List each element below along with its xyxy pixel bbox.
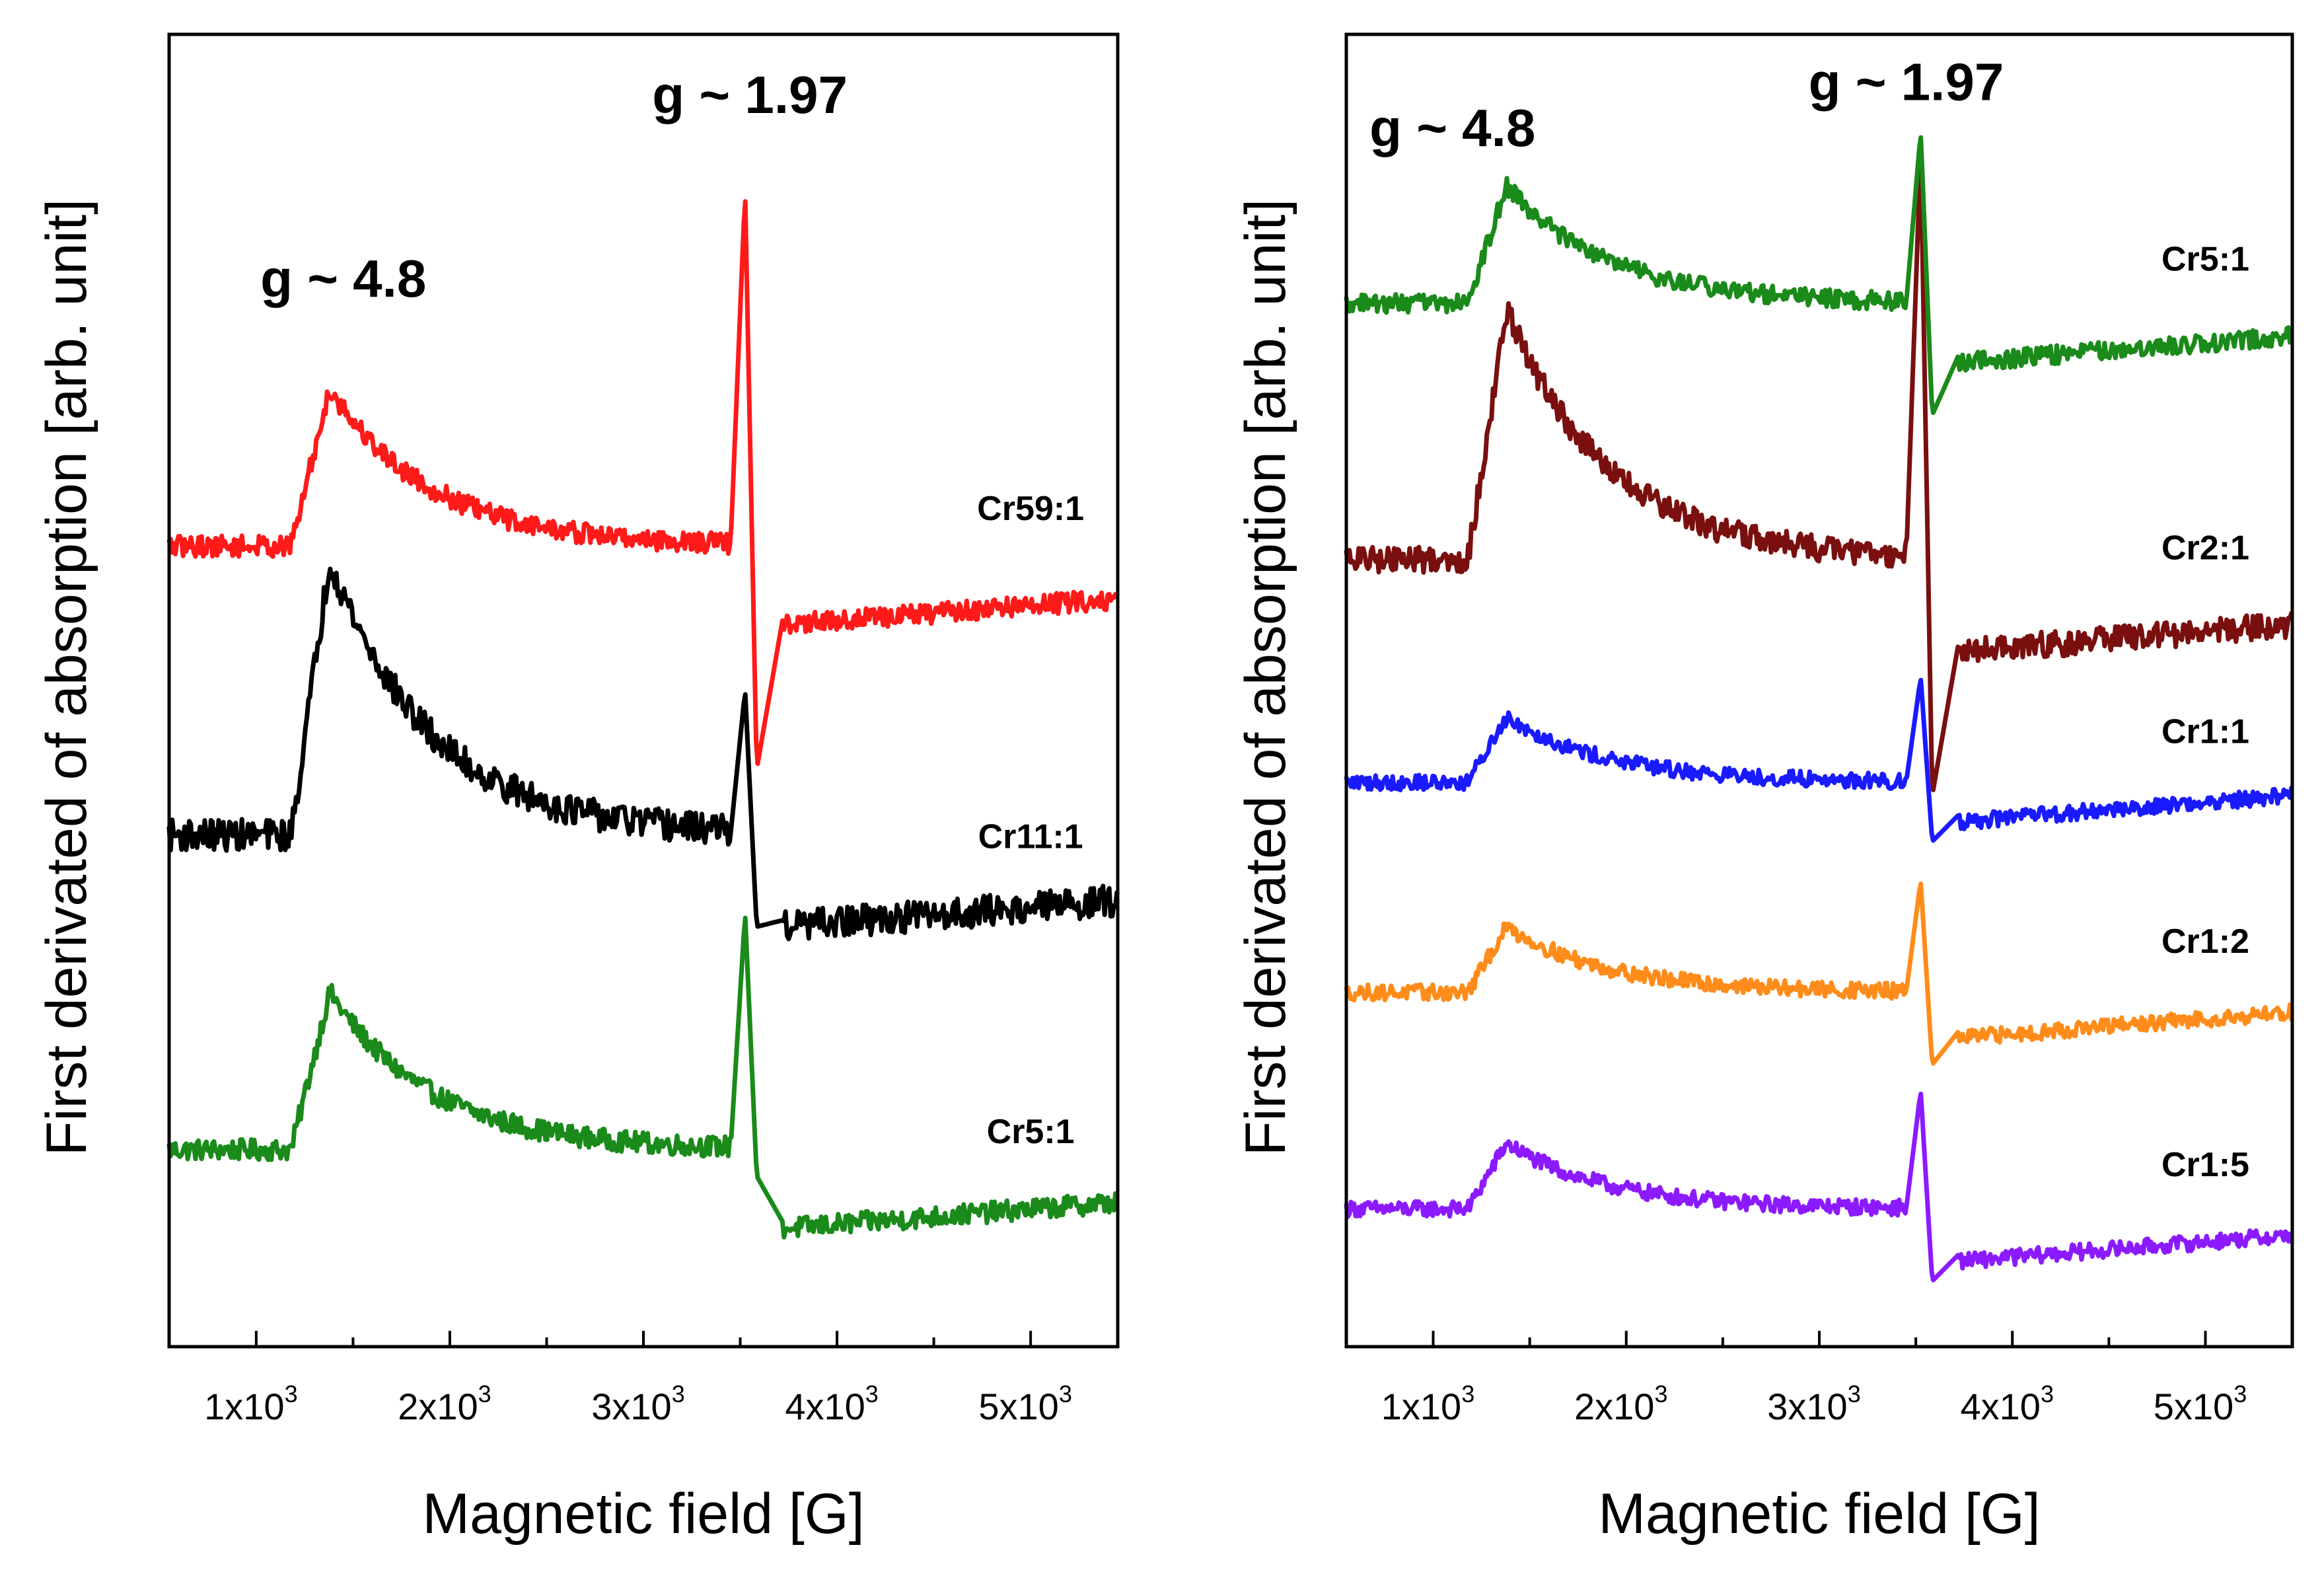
left-plot-frame [167,32,1120,1349]
right-panel: First derivated of absorption [arb. unit… [1234,32,2294,1546]
left-traces [166,199,1120,1240]
right-annotation-g-4-8: g ~ 4.8 [1369,98,1535,157]
left-y-axis-title: First derivated of absorption [arb. unit… [35,199,98,1156]
left-series-label-cr59-1: Cr59:1 [977,490,1084,528]
right-tick-label-5000: 5x103 [2154,1380,2247,1427]
right-series-label-cr1-5: Cr1:5 [2161,1146,2249,1184]
left-panel: First derivated of absorption [arb. unit… [35,32,1120,1546]
right-y-axis-title: First derivated of absorption [arb. unit… [1234,199,1297,1156]
right-trace-cr1-5 [1344,1092,2294,1283]
left-x-ticks: 1x103 2x103 3x103 4x103 5x103 [204,1331,1072,1427]
left-x-axis-title: Magnetic field [G] [422,1482,864,1546]
left-tick-label-4000: 4x103 [785,1380,878,1427]
right-tick-label-3000: 3x103 [1767,1380,1860,1427]
left-trace-cr5-1 [166,915,1120,1240]
left-series-label-cr11-1: Cr11:1 [978,817,1083,856]
right-plot-frame [1344,32,2294,1349]
left-tick-label-5000: 5x103 [978,1380,1071,1427]
left-annotations: g ~ 4.8 g ~ 1.97 [260,65,848,308]
right-x-ticks: 1x103 2x103 3x103 4x103 5x103 [1381,1331,2247,1427]
right-annotations: g ~ 4.8 g ~ 1.97 [1369,52,2004,157]
right-tick-label-2000: 2x103 [1574,1380,1667,1427]
right-annotation-g-1-97: g ~ 1.97 [1809,52,2004,111]
left-tick-label-2000: 2x103 [398,1380,491,1427]
left-trace-cr59-1 [166,199,1120,767]
left-tick-label-1000: 1x103 [204,1380,297,1427]
right-series-label-cr5-1: Cr5:1 [2161,240,2249,278]
right-series-label-cr1-2: Cr1:2 [2161,922,2249,961]
right-tick-label-4000: 4x103 [1961,1380,2054,1427]
right-traces [1344,135,2294,1283]
left-tick-label-3000: 3x103 [591,1380,684,1427]
left-annotation-g-4-8: g ~ 4.8 [260,249,426,308]
left-trace-cr11-1 [166,566,1120,942]
left-series-labels: Cr5:1 Cr11:1 Cr59:1 [977,490,1084,1151]
right-trace-cr5-1 [1344,135,2294,416]
right-tick-label-1000: 1x103 [1381,1380,1474,1427]
right-trace-cr1-1 [1344,677,2294,843]
right-series-label-cr1-1: Cr1:1 [2161,712,2249,751]
left-annotation-g-1-97: g ~ 1.97 [652,65,848,124]
right-series-labels: Cr1:5 Cr1:2 Cr1:1 Cr2:1 Cr5:1 [2161,240,2249,1183]
right-series-label-cr2-1: Cr2:1 [2161,529,2249,567]
right-trace-cr1-2 [1344,881,2294,1066]
left-series-label-cr5-1: Cr5:1 [987,1113,1075,1151]
right-x-axis-title: Magnetic field [G] [1598,1482,2040,1546]
right-trace-cr2-1 [1344,161,2294,792]
